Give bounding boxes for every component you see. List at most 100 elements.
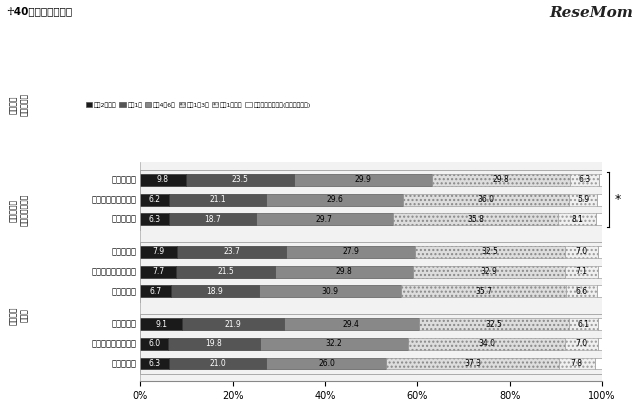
Text: 6.6: 6.6: [575, 287, 588, 296]
Text: 21.5: 21.5: [217, 267, 234, 276]
Text: 7.7: 7.7: [152, 267, 164, 276]
Text: 29.8: 29.8: [493, 175, 509, 184]
Text: ReseMom: ReseMom: [550, 6, 634, 20]
Text: 29.6: 29.6: [326, 195, 343, 204]
Bar: [565, 246, 598, 258]
Text: 7.0: 7.0: [575, 248, 588, 256]
Text: 5.9: 5.9: [577, 195, 589, 204]
Text: 35.7: 35.7: [476, 287, 492, 296]
Bar: [558, 213, 596, 225]
Text: 9.1: 9.1: [156, 319, 168, 329]
Bar: [432, 174, 570, 186]
Bar: [598, 246, 602, 258]
Bar: [140, 213, 170, 225]
Text: 21.0: 21.0: [209, 359, 227, 368]
Text: ゆとりあり: ゆとりあり: [111, 248, 137, 256]
Bar: [140, 246, 177, 258]
Bar: [168, 338, 259, 350]
Text: 生活の中の
時間的なゆとり: 生活の中の 時間的なゆとり: [9, 194, 29, 226]
Bar: [286, 246, 415, 258]
Bar: [170, 213, 256, 225]
Text: 35.8: 35.8: [467, 215, 484, 224]
Text: 6.3: 6.3: [149, 359, 161, 368]
Text: どちらともいえない: どちらともいえない: [92, 195, 137, 204]
Text: 23.7: 23.7: [223, 248, 240, 256]
Bar: [415, 246, 565, 258]
Bar: [403, 194, 570, 206]
Bar: [566, 285, 596, 297]
Text: 23.5: 23.5: [232, 175, 248, 184]
Bar: [596, 213, 602, 225]
Text: 9.8: 9.8: [157, 175, 169, 184]
Legend: 毎日2回以上, 毎日1回, 週に4～6日, 週に1～3日, 週に1回未満, まだ食べていない(飲んでいない): 毎日2回以上, 毎日1回, 週に4～6日, 週に1～3日, 週に1回未満, まだ…: [83, 99, 313, 110]
Text: 34.0: 34.0: [478, 339, 495, 348]
Text: 6.7: 6.7: [150, 287, 162, 296]
Bar: [182, 318, 284, 330]
Text: 7.1: 7.1: [575, 267, 587, 276]
Text: 27.9: 27.9: [342, 248, 359, 256]
Text: 19.8: 19.8: [205, 339, 222, 348]
Bar: [596, 285, 602, 297]
Bar: [170, 358, 266, 369]
Bar: [266, 358, 387, 369]
Text: 6.2: 6.2: [148, 195, 161, 204]
Text: 21.9: 21.9: [225, 319, 241, 329]
Bar: [284, 318, 419, 330]
Text: 7.0: 7.0: [575, 339, 588, 348]
Text: 7.9: 7.9: [152, 248, 164, 256]
Bar: [259, 285, 401, 297]
Text: 7.8: 7.8: [571, 359, 583, 368]
Bar: [595, 358, 602, 369]
Bar: [393, 213, 558, 225]
Bar: [564, 266, 598, 277]
Bar: [140, 358, 170, 369]
Bar: [570, 194, 596, 206]
Bar: [598, 318, 602, 330]
Bar: [570, 174, 599, 186]
Bar: [387, 358, 559, 369]
Text: 26.0: 26.0: [318, 359, 335, 368]
Text: 29.4: 29.4: [343, 319, 360, 329]
Text: 32.2: 32.2: [326, 339, 342, 348]
Bar: [140, 285, 172, 297]
Text: ☥40大豆・大豆製品: ☥40大豆・大豆製品: [6, 6, 72, 16]
Text: 経済的な
暮らし向き: 経済的な 暮らし向き: [9, 93, 29, 116]
Bar: [186, 174, 294, 186]
Text: 6.0: 6.0: [148, 339, 160, 348]
Bar: [169, 194, 266, 206]
Bar: [177, 246, 286, 258]
Text: 6.1: 6.1: [577, 319, 589, 329]
Bar: [413, 266, 564, 277]
Text: 30.9: 30.9: [321, 287, 339, 296]
Text: ゆとりなし: ゆとりなし: [111, 287, 137, 296]
Text: 36.0: 36.0: [477, 195, 495, 204]
Text: 6.3: 6.3: [149, 215, 161, 224]
Text: 8.1: 8.1: [571, 215, 583, 224]
Text: 18.7: 18.7: [204, 215, 221, 224]
Text: 21.1: 21.1: [209, 195, 226, 204]
Text: 6.3: 6.3: [579, 175, 591, 184]
Text: 32.5: 32.5: [486, 319, 503, 329]
Bar: [565, 338, 598, 350]
Bar: [559, 358, 595, 369]
Bar: [140, 318, 182, 330]
Text: ゆとりあり: ゆとりあり: [111, 175, 137, 184]
Text: 29.9: 29.9: [355, 175, 372, 184]
Bar: [570, 318, 598, 330]
Text: 32.5: 32.5: [482, 248, 499, 256]
Bar: [596, 194, 602, 206]
Bar: [598, 266, 602, 277]
Bar: [140, 194, 169, 206]
Bar: [419, 318, 570, 330]
Bar: [259, 338, 408, 350]
Bar: [408, 338, 565, 350]
Text: ゆとりなし: ゆとりなし: [111, 215, 137, 224]
Text: 29.8: 29.8: [335, 267, 353, 276]
Text: 37.3: 37.3: [464, 359, 481, 368]
Text: どちらともいえない: どちらともいえない: [92, 267, 137, 276]
Bar: [140, 266, 176, 277]
Bar: [140, 338, 168, 350]
Text: *: *: [614, 193, 621, 206]
Bar: [172, 285, 259, 297]
Bar: [256, 213, 393, 225]
